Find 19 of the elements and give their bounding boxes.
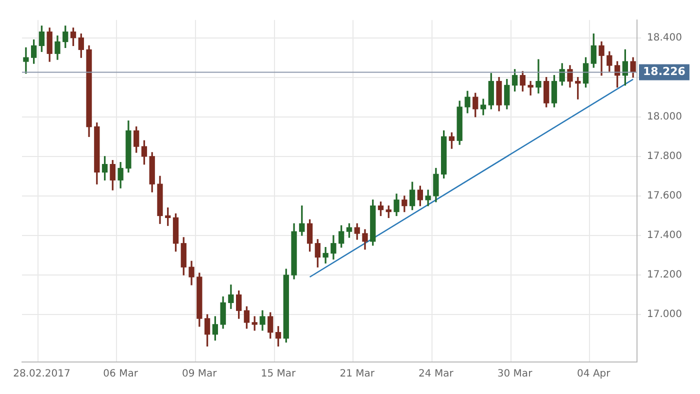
y-tick-label: 17.800 (647, 151, 682, 162)
y-tick-label: 18.000 (647, 111, 682, 122)
x-tick-label: 15 Mar (260, 368, 297, 380)
x-tick-label: 24 Mar (418, 368, 454, 380)
x-tick-label: 28.02.2017 (13, 368, 70, 380)
x-tick-label: 06 Mar (103, 368, 139, 380)
x-tick-label: 04 Apr (577, 368, 612, 380)
y-tick-label: 17.600 (647, 190, 682, 202)
ref-line-label: 18.226 (643, 65, 686, 78)
x-tick-label: 21 Mar (340, 368, 376, 380)
candlestick (23, 47, 29, 74)
candlestick (536, 59, 542, 94)
candlestick (528, 80, 534, 96)
y-tick-label: 17.000 (647, 309, 682, 320)
y-tick-label: 17.400 (647, 230, 682, 242)
x-tick-label: 30 Mar (497, 368, 534, 380)
y-tick-label: 17.200 (647, 270, 682, 281)
y-tick-label: 18.400 (647, 32, 682, 44)
x-tick-label: 09 Mar (182, 368, 218, 380)
